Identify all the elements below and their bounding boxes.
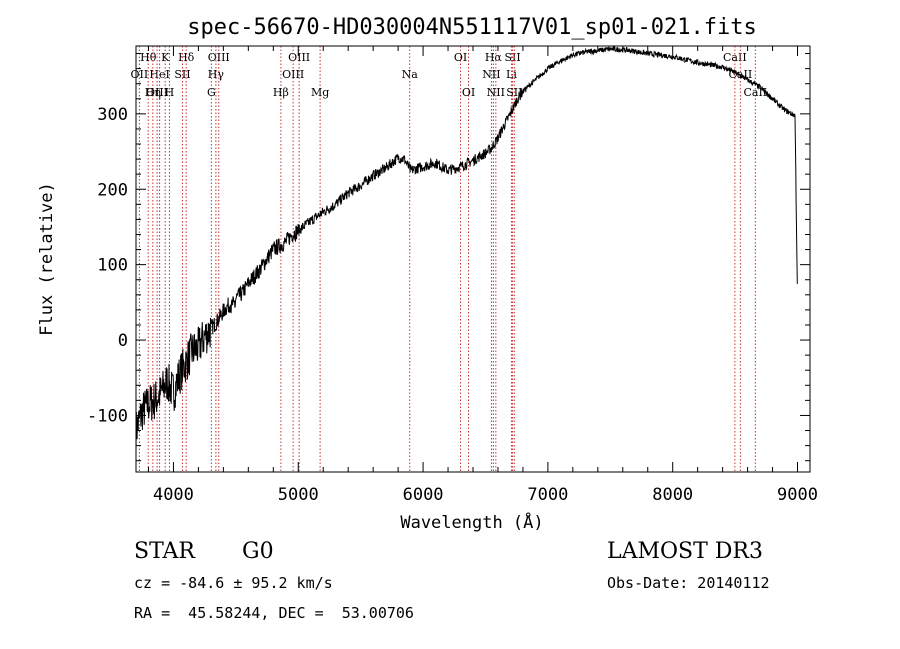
line-label-2: Hδ xyxy=(178,51,195,64)
line-label-25: NII xyxy=(487,86,505,99)
line-label-20: H xyxy=(165,86,175,99)
line-label-27: CaII xyxy=(743,86,767,99)
line-label-1: K xyxy=(161,51,170,64)
redshift-readout: cz = -84.6 ± 95.2 km/s xyxy=(134,574,333,592)
flux-line xyxy=(136,47,797,452)
line-label-16: Li xyxy=(506,68,517,81)
line-label-19: Hη xyxy=(145,86,161,99)
y-tick-label-2: 100 xyxy=(97,256,128,276)
line-label-11: SII xyxy=(174,68,190,81)
x-tick-label-3: 7000 xyxy=(527,485,568,505)
spectral-subclass: G0 xyxy=(242,539,274,564)
x-tick-label-0: 4000 xyxy=(153,485,194,505)
line-label-5: OI xyxy=(454,51,467,64)
object-type: STAR xyxy=(134,539,195,564)
line-label-13: OIII xyxy=(282,68,304,81)
line-label-12: Hγ xyxy=(208,68,225,81)
chart-title: spec-56670-HD030004N551117V01_sp01-021.f… xyxy=(187,15,757,40)
line-label-21: G xyxy=(207,86,216,99)
line-label-7: SII xyxy=(504,51,520,64)
y-tick-label-3: 200 xyxy=(97,180,128,200)
line-label-23: Mg xyxy=(311,86,329,99)
obs-date: Obs-Date: 20140112 xyxy=(607,574,770,592)
axes: 4000 5000 6000 7000 8000 9000 -100 0 100 200 300 xyxy=(87,46,818,505)
flux-series xyxy=(136,47,797,452)
line-label-24: OI xyxy=(462,86,475,99)
line-label-0: Hθ xyxy=(140,51,157,64)
line-label-8: CaII xyxy=(723,51,747,64)
line-label-9: OII xyxy=(131,68,149,81)
y-tick-label-0: -100 xyxy=(87,406,128,426)
line-label-6: Hα xyxy=(485,51,503,64)
x-tick-label-2: 6000 xyxy=(403,485,444,505)
spectral-line-markers: Hθ K Hδ OIII OIII OI Hα SII CaIIOII HeI SII Hγ OIII N… xyxy=(131,46,768,472)
x-axis-label: Wavelength (Å) xyxy=(400,511,543,533)
x-tick-label-1: 5000 xyxy=(278,485,319,505)
y-axis-label: Flux (relative) xyxy=(37,182,57,336)
line-label-14: Na xyxy=(402,68,419,81)
x-tick-label-5: 9000 xyxy=(777,485,818,505)
plot-frame xyxy=(136,46,810,472)
line-label-4: OIII xyxy=(288,51,310,64)
survey-name: LAMOST DR3 xyxy=(607,539,763,564)
line-label-22: Hβ xyxy=(273,86,289,99)
y-tick-label-4: 300 xyxy=(97,105,128,125)
coordinates: RA = 45.58244, DEC = 53.00706 xyxy=(134,604,414,622)
x-tick-label-4: 8000 xyxy=(652,485,693,505)
line-label-15: NII xyxy=(482,68,500,81)
y-tick-label-1: 0 xyxy=(118,331,128,351)
